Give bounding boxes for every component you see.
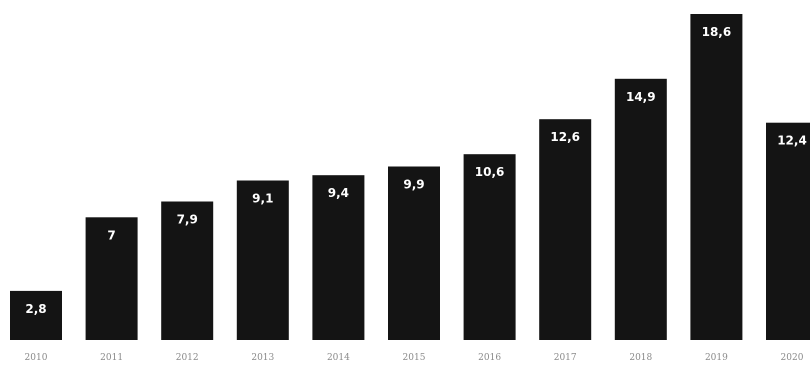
category-label-2014: 2014 xyxy=(327,353,350,363)
value-label-2013: 9,1 xyxy=(252,192,273,206)
value-label-2019: 18,6 xyxy=(702,25,732,39)
bars-group xyxy=(10,14,810,341)
bar-2013 xyxy=(236,180,289,340)
bar-2016 xyxy=(463,154,516,340)
bar-2010 xyxy=(10,290,62,340)
bar-2011 xyxy=(85,217,138,340)
category-label-2012: 2012 xyxy=(176,353,199,363)
value-labels-group: 2,8 7 7,9 9,1 9,4 9,9 10,6 12,6 14,9 18,6 12,4 xyxy=(25,25,806,316)
bar-2019 xyxy=(690,14,743,340)
value-label-2016: 10,6 xyxy=(475,165,505,179)
bar-2018 xyxy=(614,78,667,341)
category-label-2017: 2017 xyxy=(554,353,577,363)
category-labels-group: 2010 2011 2012 2013 2014 2015 2016 2017 2018 2019… xyxy=(25,353,804,363)
value-label-2018: 14,9 xyxy=(626,90,656,104)
bar-2017 xyxy=(539,119,592,340)
value-label-2011: 7 xyxy=(107,228,115,242)
value-label-2010: 2,8 xyxy=(25,302,46,316)
category-label-2016: 2016 xyxy=(478,353,501,363)
category-label-2020: 2020 xyxy=(781,353,804,363)
category-label-2018: 2018 xyxy=(629,353,652,363)
category-label-2013: 2013 xyxy=(251,353,274,363)
value-label-2015: 9,9 xyxy=(403,178,424,192)
bar-2012 xyxy=(161,201,214,340)
value-label-2014: 9,4 xyxy=(328,186,349,200)
value-label-2020: 12,4 xyxy=(777,134,807,148)
bar-2015 xyxy=(388,166,440,340)
bar-2020 xyxy=(766,122,810,340)
value-label-2012: 7,9 xyxy=(177,213,198,227)
bar-2014 xyxy=(312,175,365,340)
category-label-2019: 2019 xyxy=(705,353,728,363)
category-label-2015: 2015 xyxy=(403,353,426,363)
value-label-2017: 12,6 xyxy=(550,130,580,144)
category-label-2010: 2010 xyxy=(25,353,48,363)
category-label-2011: 2011 xyxy=(100,353,123,363)
